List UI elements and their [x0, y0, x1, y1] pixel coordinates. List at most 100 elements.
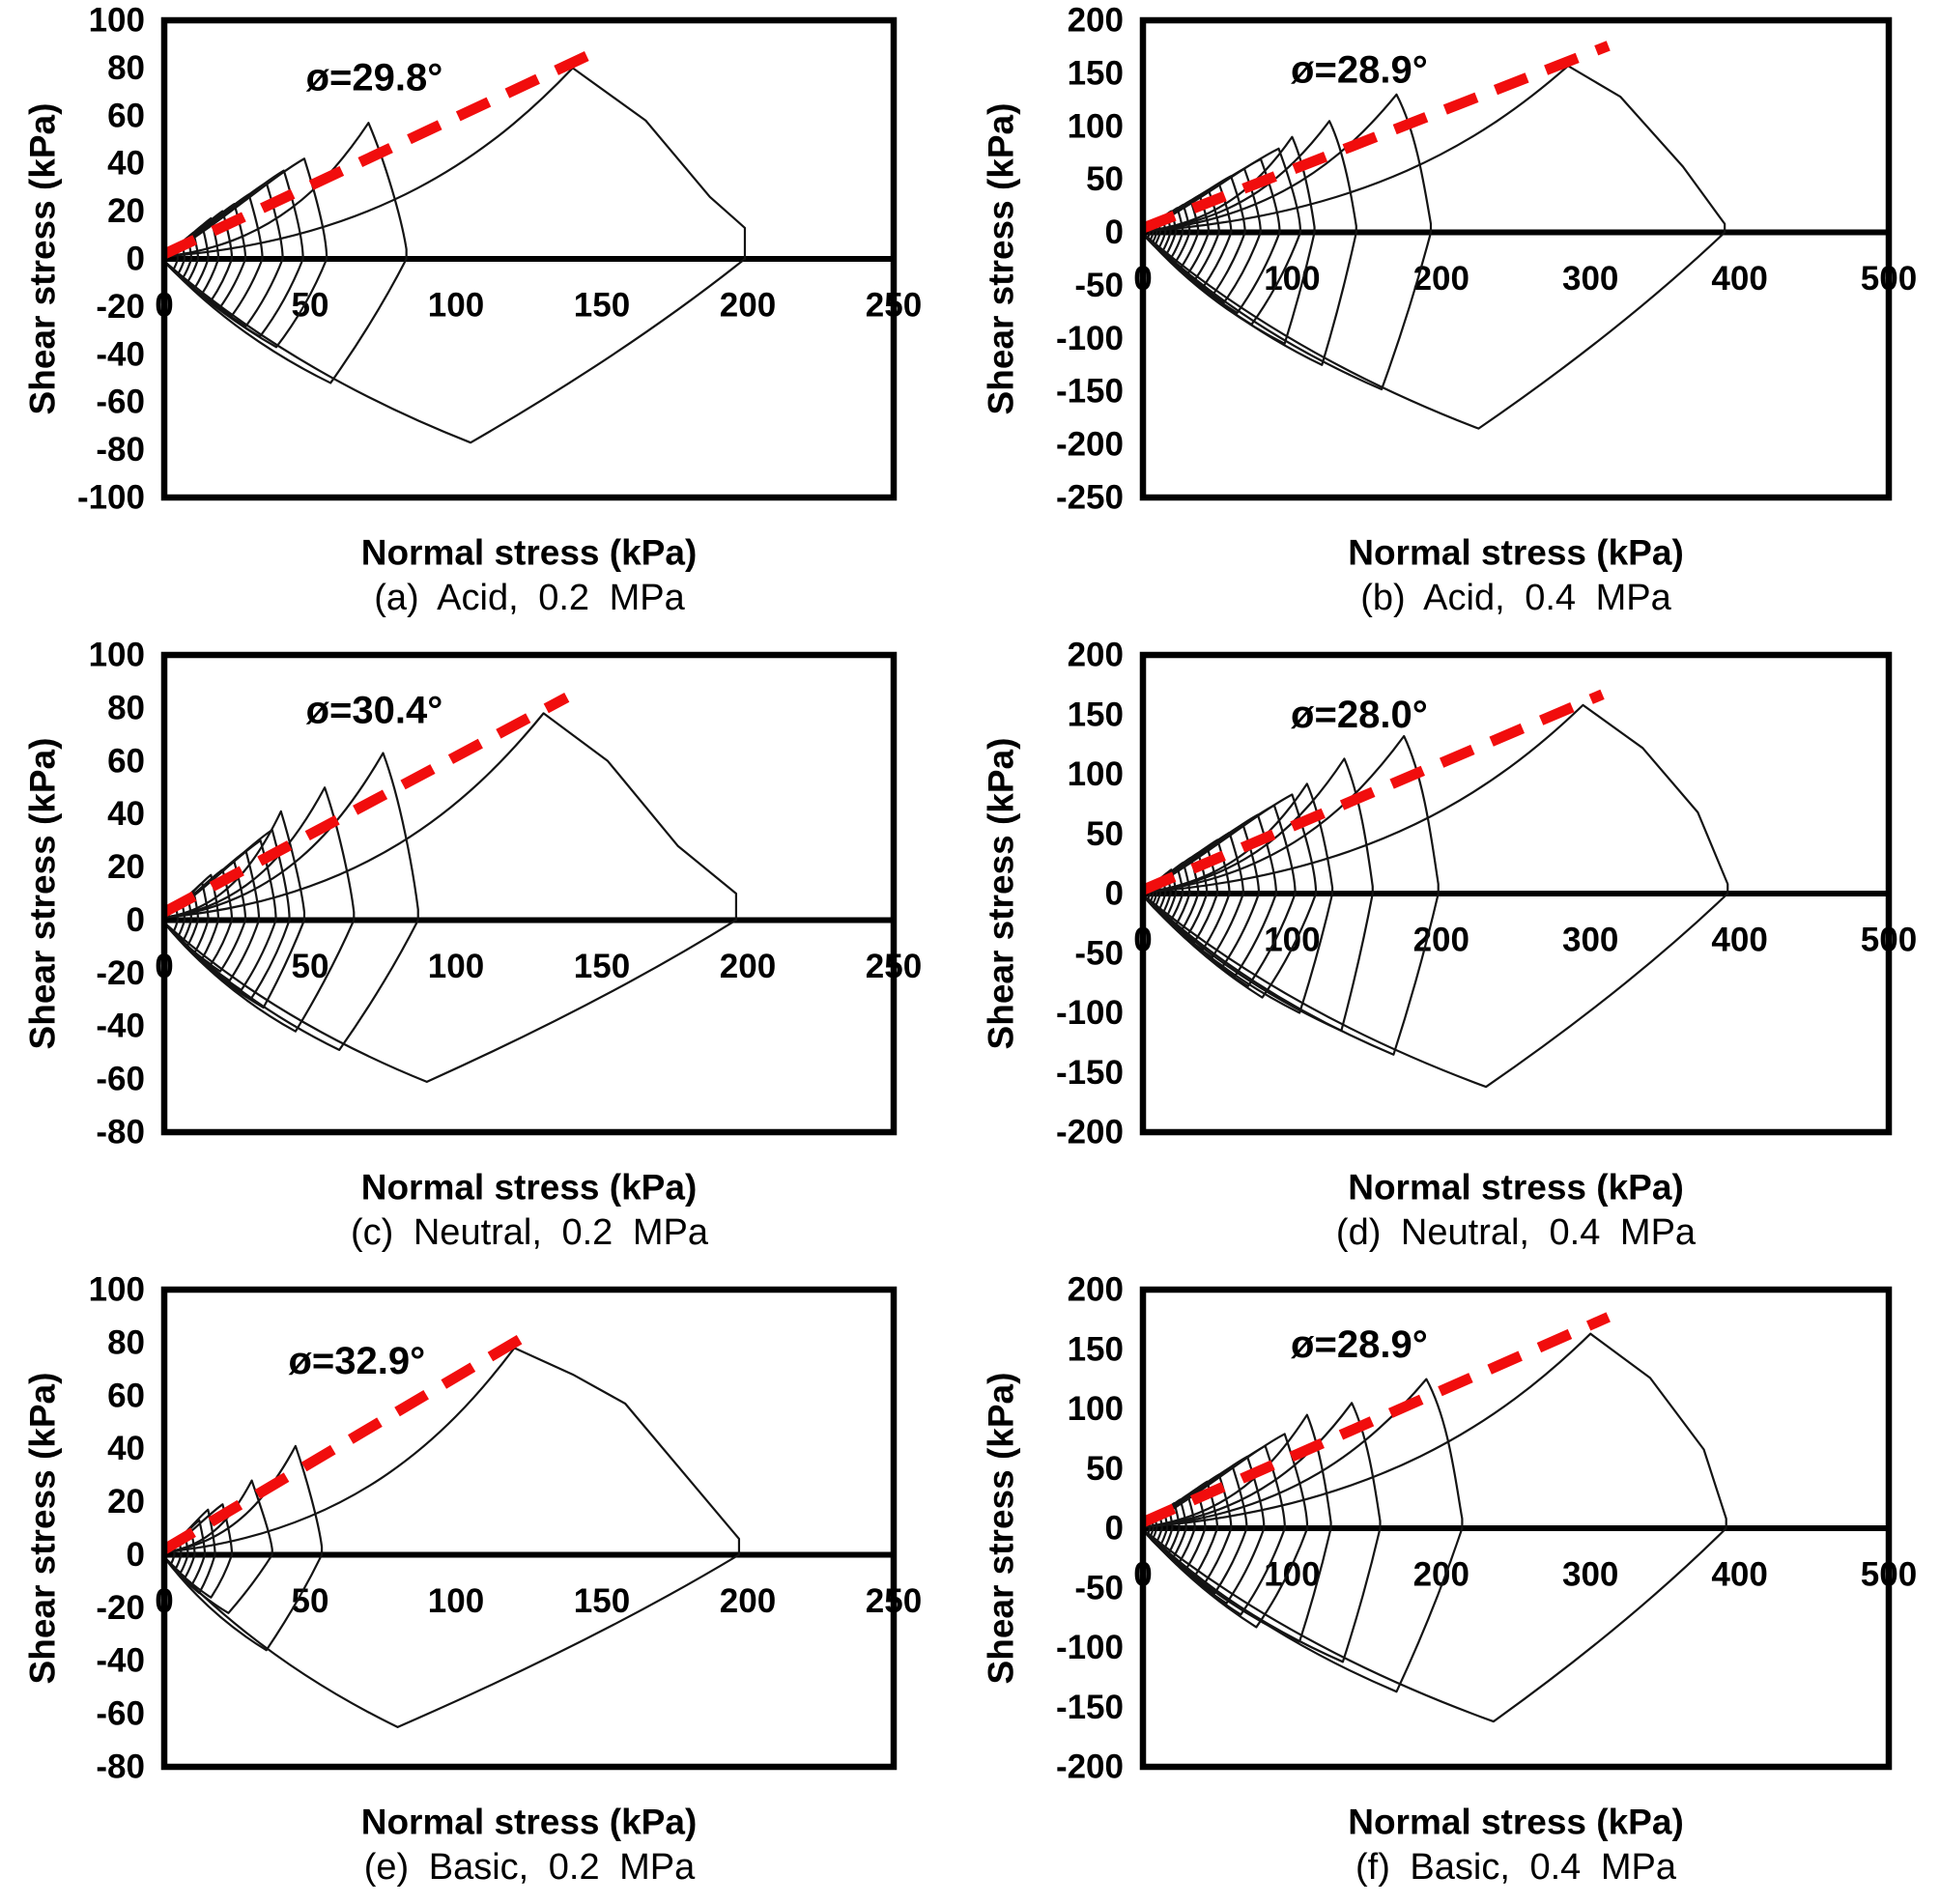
y-tick-label: -20: [96, 288, 145, 326]
y-tick-label: 20: [107, 192, 145, 230]
stress-loop: [163, 157, 328, 349]
panel-basic-02mpa: 0 50 100 150 200 250 100 80 60 40 20 0 -20 -40 -60 -80 ø…: [0, 1269, 970, 1904]
y-tick-label: -60: [96, 1695, 145, 1733]
y-tick-label: 150: [1068, 54, 1124, 92]
stress-path-loops: [1142, 65, 1726, 430]
y-tick-label: -60: [96, 1061, 145, 1098]
stress-loop: [163, 1347, 741, 1728]
y-tick-label: -200: [1056, 426, 1124, 464]
y-tick-label: 200: [1068, 2, 1124, 40]
y-tick-label: 150: [1068, 1330, 1124, 1368]
y-tick-label: 50: [1086, 1450, 1124, 1488]
chart-neutral-02mpa: 0 50 100 150 200 250100806040200-20-40-60-80ø…: [23, 637, 923, 1208]
y-tick-label: 60: [107, 97, 145, 134]
y-tick-label: -200: [1056, 1748, 1124, 1786]
y-tick-label: -20: [96, 1589, 145, 1627]
y-tick-label: 20: [107, 848, 145, 886]
caption-a: (a) Acid, 0.2 MPa: [374, 577, 685, 618]
phi-annotation: ø=28.9°: [1291, 49, 1428, 92]
y-tick-label: 20: [107, 1483, 145, 1520]
y-tick-label: 100: [89, 637, 145, 674]
chart-basic-04mpa: 0 100 200 300 400 500200150100500-50-100-150-…: [982, 1271, 1918, 1842]
y-tick-label: 40: [107, 1430, 145, 1467]
plot-border: [160, 1286, 898, 1771]
y-tick-label: -150: [1056, 1054, 1124, 1092]
caption-f: (f) Basic, 0.4 MPa: [1355, 1846, 1676, 1888]
y-tick-label: -40: [96, 335, 145, 373]
y-axis-title: Shear stress (kPa): [23, 738, 63, 1050]
y-tick-label: -60: [96, 384, 145, 421]
panel-acid-02mpa: 0 50 100 150 200 250 100 80 60 40 20 0 -20 -40 -60 -80-…: [0, 0, 970, 635]
y-tick-label: -50: [1074, 1569, 1124, 1606]
x-tick-label: 200: [720, 287, 776, 325]
plot-border: [160, 651, 898, 1136]
x-axis-title: Normal stress (kPa): [1348, 1168, 1684, 1208]
y-tick-label: 100: [1068, 755, 1124, 793]
x-tick-label: 100: [1264, 1556, 1320, 1594]
x-tick-label: 200: [1413, 922, 1469, 959]
x-tick-label: 300: [1562, 922, 1618, 959]
y-tick-label: 200: [1068, 1271, 1124, 1309]
y-tick-label: 80: [107, 689, 145, 726]
stress-loop: [163, 810, 306, 1009]
y-tick-label: 150: [1068, 696, 1124, 733]
y-tick-label: 100: [89, 1271, 145, 1309]
y-tick-label: -250: [1056, 479, 1124, 517]
failure-envelope-line: [1140, 1312, 1611, 1527]
chart-acid-02mpa: 0 50 100 150 200 250100806040200-20-40-60-80-…: [23, 2, 923, 573]
x-tick-label: 100: [428, 948, 484, 985]
y-tick-label: 100: [1068, 107, 1124, 145]
stress-loop: [1142, 1433, 1309, 1629]
chart-acid-04mpa: 0 100 200 300 400 500200150100500-50-100-150-…: [982, 2, 1918, 573]
y-tick-label: -80: [96, 431, 145, 469]
stress-path-loops: [163, 712, 738, 1083]
y-tick-label: 100: [1068, 1390, 1124, 1428]
stress-loop: [1142, 793, 1318, 999]
panel-acid-04mpa: 0 100 200 300 400 500 200 150 100 50 0 -50 -100 -150-…: [970, 0, 1940, 635]
plot-border: [1139, 16, 1893, 501]
y-tick-label: 50: [1086, 160, 1124, 198]
failure-envelope-line: [1140, 41, 1611, 234]
y-tick-label: 0: [1105, 875, 1124, 913]
stress-loop: [1142, 93, 1433, 391]
phi-annotation: ø=28.0°: [1291, 694, 1428, 736]
failure-envelope-line: [161, 693, 570, 918]
phi-annotation: ø=28.9°: [1291, 1323, 1428, 1366]
failure-envelope-line: [161, 1332, 527, 1554]
phi-annotation: ø=32.9°: [288, 1340, 425, 1382]
y-tick-label: 60: [107, 1377, 145, 1414]
x-tick-label: 200: [720, 1582, 776, 1620]
x-tick-label: 400: [1711, 1556, 1767, 1594]
stress-loop: [1142, 757, 1374, 1033]
phi-annotation: ø=29.8°: [306, 56, 443, 99]
x-axis-title: Normal stress (kPa): [361, 1803, 698, 1842]
y-tick-label: 60: [107, 742, 145, 780]
plot-border: [160, 16, 898, 501]
stress-path-loops: [163, 1347, 741, 1728]
chart-basic-02mpa: 0 50 100 150 200 250100806040200-20-40-60-80ø…: [23, 1271, 923, 1842]
x-tick-label: 400: [1711, 922, 1767, 959]
y-tick-label: 0: [127, 241, 145, 278]
y-tick-label: 200: [1068, 637, 1124, 674]
y-tick-label: 80: [107, 49, 145, 87]
x-tick-label: 300: [1562, 1556, 1618, 1594]
panel-neutral-02mpa: 0 50 100 150 200 250 100 80 60 40 20 0 -20 -40 -60 -80 ø…: [0, 635, 970, 1269]
y-axis-title: Shear stress (kPa): [23, 103, 63, 415]
y-tick-label: 80: [107, 1323, 145, 1361]
stress-loop: [1142, 703, 1729, 1089]
y-tick-label: -50: [1074, 267, 1124, 304]
y-tick-label: -40: [96, 1642, 145, 1680]
chart-neutral-04mpa: 0 100 200 300 400 500200150100500-50-100-150-…: [982, 637, 1918, 1208]
stress-loop: [163, 752, 419, 1052]
x-tick-label: 300: [1562, 260, 1618, 298]
y-tick-label: -100: [77, 479, 145, 517]
plot-border: [1139, 1286, 1893, 1771]
plot-border: [1139, 651, 1893, 1136]
y-axis-title: Shear stress (kPa): [23, 1373, 63, 1685]
stress-loop: [163, 1503, 234, 1599]
stress-loop: [163, 712, 738, 1083]
y-axis-title: Shear stress (kPa): [982, 103, 1021, 415]
y-tick-label: 0: [1105, 213, 1124, 251]
y-tick-label: -100: [1056, 994, 1124, 1032]
